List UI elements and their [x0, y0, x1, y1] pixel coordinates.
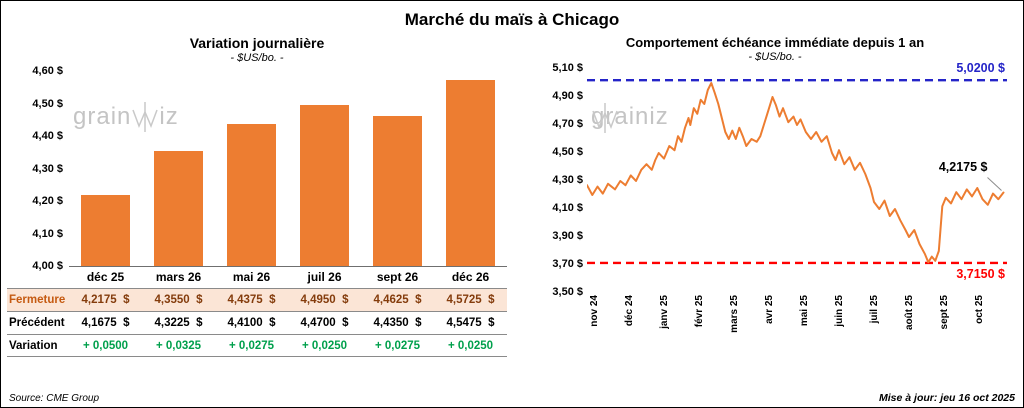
table-row-label: Variation	[9, 339, 58, 352]
line-x-tick-label: juil 25	[868, 295, 880, 324]
table-cell: 4,2175 $	[81, 294, 130, 306]
table-cell: + 0,0275	[374, 339, 421, 352]
line-x-tick-label: nov 24	[588, 295, 600, 327]
line-x-tick-label: janv 25	[658, 295, 670, 329]
bar	[227, 123, 276, 266]
table-cell: 4,4375 $	[227, 294, 276, 306]
table-row: Variation + 0,0500 + 0,0325 + 0,0275 + 0,025…	[7, 334, 507, 357]
watermark-w-icon	[132, 102, 159, 132]
update-note: Mise à jour: jeu 16 oct 2025	[879, 392, 1015, 404]
watermark-grainwiz: grain iz	[73, 102, 179, 132]
bar-chart-title: Variation journalière	[189, 35, 325, 51]
bar-category-label: déc 26	[451, 270, 490, 284]
table-cell: 4,5475 $	[446, 317, 495, 329]
bar-category-label: déc 25	[86, 270, 125, 284]
table-cell: 4,5725 $	[446, 294, 495, 306]
line-x-tick-label: oct 25	[973, 295, 985, 324]
bar-y-tick-label: 4,30 $	[32, 162, 63, 175]
table-cell: 4,4625 $	[373, 294, 422, 306]
bar-category-label: juil 26	[307, 270, 342, 284]
bar-category-label: mars 26	[155, 270, 202, 284]
line-chart-title: Comportement échéance immédiate depuis 1…	[625, 35, 925, 50]
line-y-tick-label: 4,70 $	[552, 118, 583, 130]
line-x-tick-label: juin 25	[833, 295, 845, 327]
line-x-tick-label: déc 24	[623, 295, 635, 327]
table-cell: + 0,0250	[447, 339, 494, 352]
table-cell: 4,3225 $	[154, 317, 203, 329]
max-reference-label: 5,0200 $	[956, 61, 1005, 76]
table-cell: 4,4950 $	[300, 294, 349, 306]
line-x-tick-label: avr 25	[763, 295, 775, 324]
table-cell: 4,4100 $	[227, 317, 276, 329]
bar-category-label: mai 26	[232, 270, 271, 284]
bar-y-tick-label: 4,00 $	[32, 260, 63, 272]
page-title: Marché du maïs à Chicago	[404, 10, 620, 29]
bar	[154, 150, 203, 266]
line-chart-months: nov 24 déc 24 janv 25 févr 25 mars 25 avr 25 m…	[587, 293, 1007, 339]
line-chart-panel: Comportement échéance immédiate depuis 1…	[529, 35, 1021, 339]
table-cell: 4,4700 $	[300, 317, 349, 329]
bar-category-label: sept 26	[376, 270, 419, 284]
bar	[446, 79, 495, 266]
line-y-tick-label: 4,90 $	[552, 90, 583, 102]
table-cell: 4,4350 $	[373, 317, 422, 329]
last-value-label: 4,2175 $	[938, 159, 988, 174]
line-y-tick-label: 5,10 $	[552, 62, 583, 74]
watermark-text-suffix: iz	[159, 103, 179, 130]
table-row-label: Fermeture	[9, 294, 66, 306]
bar-chart-categories: déc 25 mars 26 mai 26 juil 26 sept 26 déc 26	[69, 267, 507, 287]
table-row: Précédent 4,1675 $ 4,3225 $ 4,4100 $ 4,4700 …	[7, 311, 507, 334]
price-table: Fermeture 4,2175 $ 4,3550 $ 4,4375 $ 4,4950 …	[7, 288, 507, 357]
source-note: Source: CME Group	[9, 393, 100, 404]
line-y-tick-label: 3,90 $	[552, 230, 583, 242]
line-x-tick-label: mars 25	[728, 295, 740, 333]
line-x-tick-label: févr 25	[693, 295, 705, 328]
line-chart-plot: grain iz 5,0200 $ 3,7150 $ 4,2175 $ 5,10…	[552, 61, 1007, 298]
bar-y-tick-label: 4,10 $	[32, 227, 63, 240]
line-y-tick-label: 4,50 $	[552, 146, 583, 158]
table-cell: + 0,0325	[155, 339, 202, 352]
bar-y-tick-label: 4,20 $	[32, 195, 63, 207]
bar	[373, 115, 422, 266]
line-x-tick-label: sept 25	[938, 295, 950, 330]
line-y-tick-label: 4,10 $	[552, 202, 583, 214]
bar	[81, 195, 130, 266]
table-cell: + 0,0275	[228, 339, 275, 352]
table-cell: + 0,0250	[301, 339, 348, 352]
bar-chart-subtitle: - $US/bo. -	[230, 52, 284, 64]
min-reference-label: 3,7150 $	[956, 266, 1005, 281]
line-y-tick-label: 4,30 $	[552, 174, 583, 186]
line-chart-svg	[587, 78, 1007, 265]
bar	[300, 105, 349, 266]
table-cell: 4,1675 $	[81, 317, 130, 329]
bar-y-tick-label: 4,50 $	[32, 97, 63, 110]
line-y-tick-label: 3,70 $	[552, 258, 583, 270]
table-cell: + 0,0500	[82, 339, 129, 352]
bar-chart-plot: grain iz 4,60 $ 4,50 $ 4,40 $ 4,30 $ 4,20 $ 4…	[32, 65, 507, 272]
line-x-tick-label: août 25	[903, 295, 915, 331]
bar-y-tick-label: 4,40 $	[32, 130, 63, 142]
line-y-tick-label: 3,50 $	[552, 286, 583, 298]
watermark-text-prefix: grain	[73, 103, 132, 130]
table-row-label: Précédent	[9, 317, 65, 329]
table-row: Fermeture 4,2175 $ 4,3550 $ 4,4375 $ 4,4950 …	[7, 288, 507, 311]
table-cell: 4,3550 $	[154, 294, 203, 306]
bar-y-tick-label: 4,60 $	[32, 65, 63, 77]
line-x-tick-label: mai 25	[798, 295, 810, 327]
line-chart-subtitle: - $US/bo. -	[748, 51, 802, 63]
bar-chart-panel: Variation journalière - $US/bo. - grain …	[7, 35, 513, 357]
